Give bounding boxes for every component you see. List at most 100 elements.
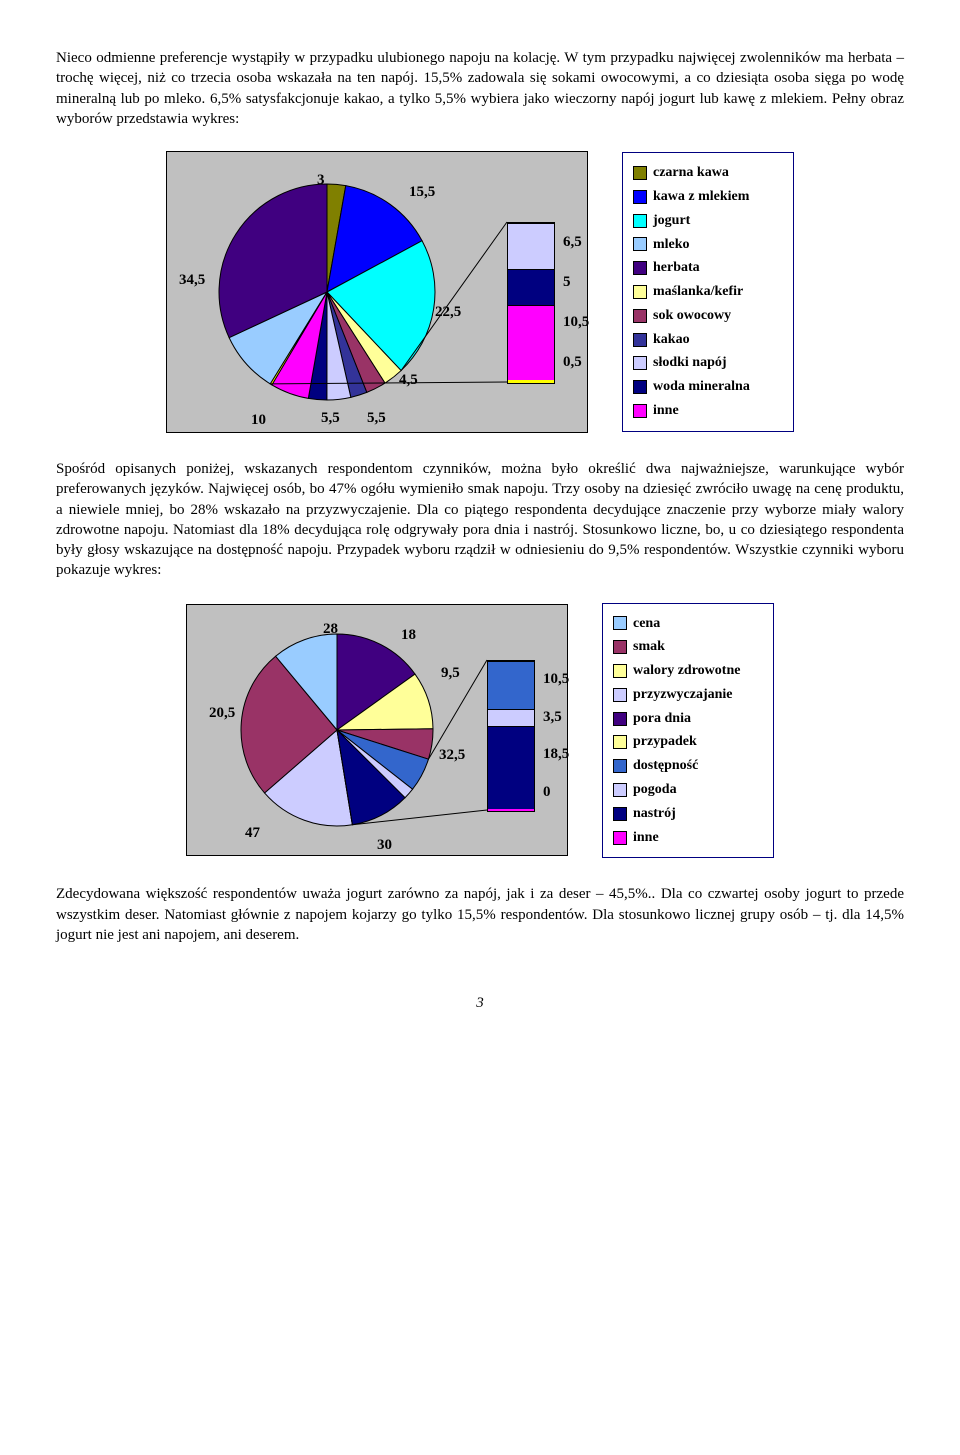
legend-label: przyzwyczajanie: [633, 683, 733, 707]
legend-item: mleko: [633, 233, 783, 257]
legend-swatch: [613, 783, 627, 797]
legend-swatch: [633, 214, 647, 228]
bar-segment: [508, 269, 554, 305]
page-number: 3: [56, 993, 904, 1013]
legend-label: inne: [633, 826, 659, 850]
legend-swatch: [613, 664, 627, 678]
legend-item: kawa z mlekiem: [633, 185, 783, 209]
legend-item: słodki napój: [633, 351, 783, 375]
legend-item: woda mineralna: [633, 375, 783, 399]
legend-swatch: [633, 190, 647, 204]
legend-swatch: [613, 759, 627, 773]
legend-swatch: [633, 309, 647, 323]
pie-label: 22,5: [435, 302, 461, 322]
legend-item: sok owocowy: [633, 304, 783, 328]
figure-1: 315,522,51034,55,55,54,56,5510,50,5 czar…: [56, 151, 904, 433]
legend-swatch: [613, 688, 627, 702]
legend-swatch: [633, 404, 647, 418]
pie-label: 18: [401, 625, 416, 645]
bar-segment: [488, 809, 534, 811]
pie-label: 5,5: [321, 408, 340, 428]
bar-segment: [508, 223, 554, 269]
legend-item: herbata: [633, 256, 783, 280]
legend-label: sok owocowy: [653, 304, 731, 328]
legend-swatch: [613, 616, 627, 630]
legend-swatch: [633, 261, 647, 275]
legend-swatch: [613, 640, 627, 654]
legend-swatch: [633, 285, 647, 299]
bar-stack: [487, 660, 535, 812]
bar-label: 0,5: [563, 352, 589, 372]
bar-segment: [508, 380, 554, 383]
bar-label: 10,5: [543, 669, 569, 689]
legend-item: inne: [613, 826, 763, 850]
legend-swatch: [633, 380, 647, 394]
pie-label: 47: [245, 823, 260, 843]
legend-label: cena: [633, 612, 660, 636]
legend-item: walory zdrowotne: [613, 659, 763, 683]
pie-label: 3: [317, 170, 325, 190]
legend-swatch: [633, 333, 647, 347]
bar-segment: [488, 709, 534, 726]
figure-2: 28 18 9,5 32,5 30 47 20,5 10,5 3,5 18,5 0 cenasmak…: [56, 603, 904, 859]
legend-label: czarna kawa: [653, 161, 729, 185]
legend-label: pogoda: [633, 778, 677, 802]
bar-label: 10,5: [563, 312, 589, 332]
pie-label: 4,5: [399, 370, 418, 390]
bar-label: 6,5: [563, 232, 589, 252]
pie-label: 32,5: [439, 745, 465, 765]
bar-segment: [488, 661, 534, 709]
pie-label: 20,5: [209, 703, 235, 723]
legend-label: przypadek: [633, 730, 697, 754]
para-1: Nieco odmienne preferencje wystąpiły w p…: [56, 48, 904, 129]
bar-stack: [507, 222, 555, 384]
bar-label: 18,5: [543, 744, 569, 764]
legend-item: kakao: [633, 328, 783, 352]
legend-item: nastrój: [613, 802, 763, 826]
legend-swatch: [633, 166, 647, 180]
legend-swatch: [633, 237, 647, 251]
legend-label: inne: [653, 399, 679, 423]
bar-labels: 10,5 3,5 18,5 0: [543, 660, 569, 810]
legend-label: słodki napój: [653, 351, 727, 375]
legend-label: maślanka/kefir: [653, 280, 743, 304]
pie-label: 30: [377, 835, 392, 855]
bar-segment: [508, 305, 554, 379]
legend-label: kakao: [653, 328, 690, 352]
legend-item: pogoda: [613, 778, 763, 802]
legend-swatch: [613, 807, 627, 821]
legend-label: pora dnia: [633, 707, 691, 731]
pie-label: 34,5: [179, 270, 205, 290]
legend-label: nastrój: [633, 802, 676, 826]
legend-item: pora dnia: [613, 707, 763, 731]
chart2-box: 28 18 9,5 32,5 30 47 20,5 10,5 3,5 18,5 0: [186, 604, 568, 856]
legend-item: dostępność: [613, 754, 763, 778]
legend-swatch: [633, 356, 647, 370]
bar-label: 3,5: [543, 707, 569, 727]
pie-label: 28: [323, 619, 338, 639]
bar-label: 0: [543, 782, 569, 802]
legend-item: maślanka/kefir: [633, 280, 783, 304]
legend-swatch: [613, 712, 627, 726]
legend-label: dostępność: [633, 754, 698, 778]
legend-label: walory zdrowotne: [633, 659, 740, 683]
legend-label: mleko: [653, 233, 690, 257]
legend-label: kawa z mlekiem: [653, 185, 749, 209]
legend-item: przypadek: [613, 730, 763, 754]
para-3: Zdecydowana większość respondentów uważa…: [56, 884, 904, 945]
chart2-legend: cenasmakwalory zdrowotneprzyzwyczajaniep…: [602, 603, 774, 859]
bar-labels: 6,5 5 10,5 0,5: [563, 222, 589, 382]
legend-item: inne: [633, 399, 783, 423]
para-2: Spośród opisanych poniżej, wskazanych re…: [56, 459, 904, 581]
legend-item: jogurt: [633, 209, 783, 233]
legend-label: herbata: [653, 256, 700, 280]
pie-label: 9,5: [441, 663, 460, 683]
legend-item: smak: [613, 635, 763, 659]
bar-label: 5: [563, 272, 589, 292]
chart1-box: 315,522,51034,55,55,54,56,5510,50,5: [166, 151, 588, 433]
legend-label: woda mineralna: [653, 375, 750, 399]
pie-label: 15,5: [409, 182, 435, 202]
legend-item: przyzwyczajanie: [613, 683, 763, 707]
legend-item: cena: [613, 612, 763, 636]
pie-label: 10: [251, 410, 266, 430]
